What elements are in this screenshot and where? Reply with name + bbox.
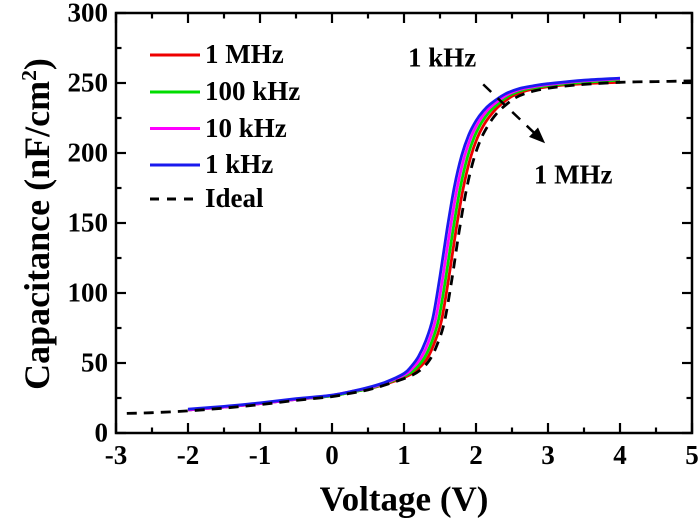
legend-label-1khz: 1 kHz	[205, 149, 274, 179]
annotation-1khz: 1 kHz	[408, 42, 477, 73]
y-tick-label: 250	[67, 67, 109, 98]
y-axis-title-text: Capacitance (nF/cm	[17, 80, 57, 390]
x-tick-label: 4	[613, 440, 627, 470]
x-tick-label: 1	[397, 440, 411, 470]
x-tick-label: -2	[176, 440, 200, 470]
y-tick-label: 50	[81, 347, 108, 378]
legend-label-10khz: 10 kHz	[205, 113, 287, 143]
y-axis-title-close: )	[17, 58, 57, 71]
x-tick-label: -3	[104, 440, 128, 470]
y-tick-label: 100	[67, 277, 109, 308]
x-tick-label: -1	[248, 440, 272, 470]
x-tick-label: 5	[685, 440, 699, 470]
legend-label-1mhz: 1 MHz	[205, 39, 284, 69]
x-tick-label: 2	[469, 440, 483, 470]
y-tick-label: 200	[67, 137, 109, 168]
legend-label-ideal: Ideal	[205, 183, 264, 213]
y-tick-label: 150	[67, 207, 109, 238]
x-axis-title: Voltage (V)	[319, 479, 489, 519]
x-tick-label: 0	[325, 440, 339, 470]
annotation-1mhz: 1 MHz	[533, 159, 613, 190]
y-axis-title-superscript: 2	[17, 70, 41, 81]
legend-label-100khz: 100 kHz	[205, 76, 301, 106]
y-tick-label: 300	[67, 0, 109, 28]
x-tick-label: 3	[541, 440, 555, 470]
y-axis-title: Capacitance (nF/cm2)	[11, 58, 57, 390]
y-tick-label: 0	[94, 417, 109, 448]
